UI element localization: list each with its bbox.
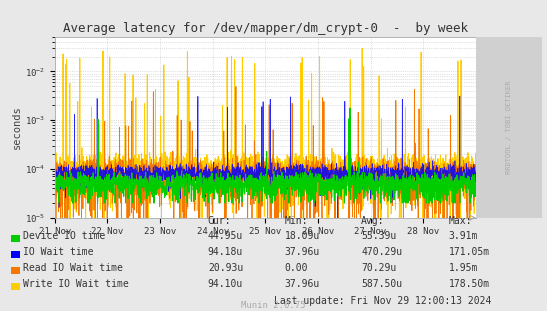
Text: 0.00: 0.00 <box>284 263 308 273</box>
Text: IO Wait time: IO Wait time <box>23 247 94 257</box>
Text: 1.95m: 1.95m <box>449 263 478 273</box>
Text: Device IO time: Device IO time <box>23 231 105 241</box>
Text: 470.29u: 470.29u <box>361 247 402 257</box>
Text: 20.93u: 20.93u <box>208 263 243 273</box>
Text: 18.09u: 18.09u <box>284 231 319 241</box>
Text: Read IO Wait time: Read IO Wait time <box>23 263 123 273</box>
Text: 55.39u: 55.39u <box>361 231 396 241</box>
Text: 94.18u: 94.18u <box>208 247 243 257</box>
Text: RRDTOOL / TOBI OETIKER: RRDTOOL / TOBI OETIKER <box>506 81 511 174</box>
Text: 44.95u: 44.95u <box>208 231 243 241</box>
Text: Avg:: Avg: <box>361 216 385 226</box>
Text: 94.10u: 94.10u <box>208 279 243 289</box>
Title: Average latency for /dev/mapper/dm_crypt-0  -  by week: Average latency for /dev/mapper/dm_crypt… <box>63 22 468 35</box>
Text: 178.50m: 178.50m <box>449 279 490 289</box>
Text: Last update: Fri Nov 29 12:00:13 2024: Last update: Fri Nov 29 12:00:13 2024 <box>274 295 491 305</box>
Text: 3.91m: 3.91m <box>449 231 478 241</box>
Text: Write IO Wait time: Write IO Wait time <box>23 279 129 289</box>
Text: Munin 2.0.75: Munin 2.0.75 <box>241 301 306 310</box>
Text: Max:: Max: <box>449 216 472 226</box>
Text: Cur:: Cur: <box>208 216 231 226</box>
Text: 70.29u: 70.29u <box>361 263 396 273</box>
Text: 37.96u: 37.96u <box>284 279 319 289</box>
Text: 587.50u: 587.50u <box>361 279 402 289</box>
Text: 171.05m: 171.05m <box>449 247 490 257</box>
Text: Min:: Min: <box>284 216 308 226</box>
Y-axis label: seconds: seconds <box>12 106 22 149</box>
Text: 37.96u: 37.96u <box>284 247 319 257</box>
